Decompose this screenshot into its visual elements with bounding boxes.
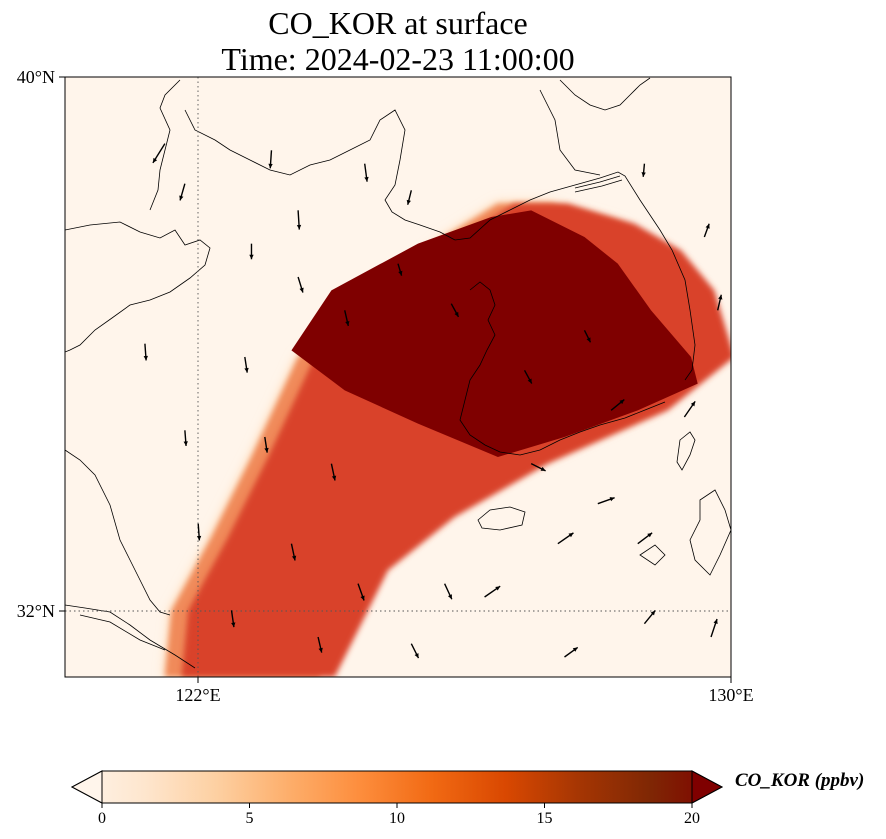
wind-vector-layer <box>143 143 723 659</box>
wind-arrow <box>317 636 323 653</box>
wind-arrow <box>637 532 653 545</box>
wind-arrow <box>523 369 533 384</box>
wind-arrow <box>410 643 420 659</box>
wind-arrow <box>450 303 460 318</box>
wind-arrow <box>264 436 269 453</box>
lon-tick-label: 122°E <box>175 685 220 705</box>
axis-ticks <box>59 76 732 683</box>
wind-arrow <box>683 401 696 418</box>
wind-arrow <box>610 398 625 411</box>
wind-arrow <box>330 463 337 481</box>
wind-arrow <box>716 294 723 311</box>
colorbar-tick-label: 20 <box>684 810 700 827</box>
colorbar-tick-label: 0 <box>98 810 106 827</box>
wind-arrow <box>710 618 718 638</box>
colorbar <box>70 770 724 808</box>
wind-arrow <box>230 610 236 628</box>
wind-arrow <box>643 610 656 625</box>
wind-arrow <box>597 497 615 505</box>
wind-arrow <box>183 430 188 446</box>
lon-tick-label: 130°E <box>708 685 753 705</box>
colorbar-tick-label: 15 <box>536 810 553 827</box>
colorbar-label: CO_KOR (ppbv) <box>735 770 865 791</box>
colorbar-extend-min <box>70 770 103 804</box>
map-title-line-2: Time: 2024-02-23 11:00:00 <box>221 41 575 77</box>
wind-arrow <box>179 183 186 201</box>
map-title-line-1: CO_KOR at surface <box>268 5 528 41</box>
map-frame <box>64 76 732 678</box>
wind-arrow <box>530 463 546 472</box>
wind-arrow <box>484 585 501 598</box>
wind-arrow <box>583 330 592 343</box>
wind-arrow <box>296 210 302 230</box>
coastline-layer <box>65 77 731 669</box>
wind-arrow <box>297 276 304 293</box>
colorbar-extend-max <box>691 770 724 804</box>
wind-arrow <box>244 356 249 373</box>
wind-arrow <box>268 150 273 169</box>
wind-arrow <box>357 583 365 601</box>
wind-arrow <box>641 163 646 177</box>
gridlines <box>65 77 731 677</box>
wind-arrow <box>703 223 710 238</box>
lat-tick-label: 32°N <box>17 601 55 621</box>
wind-arrow <box>196 523 202 541</box>
wind-arrow <box>143 343 148 361</box>
wind-arrow <box>152 143 166 164</box>
wind-arrow <box>564 646 579 658</box>
wind-arrow <box>249 243 254 260</box>
co-plume-layer <box>164 203 731 677</box>
wind-arrow <box>364 163 369 182</box>
wind-arrow <box>406 190 412 205</box>
lat-tick-label: 40°N <box>17 67 55 87</box>
wind-arrow <box>344 310 350 327</box>
wind-arrow <box>290 543 297 561</box>
colorbar-tick-label: 10 <box>389 810 405 827</box>
colorbar-tick-label: 5 <box>245 810 254 827</box>
wind-arrow <box>557 532 574 545</box>
wind-arrow <box>397 263 403 276</box>
wind-arrow <box>443 583 453 600</box>
